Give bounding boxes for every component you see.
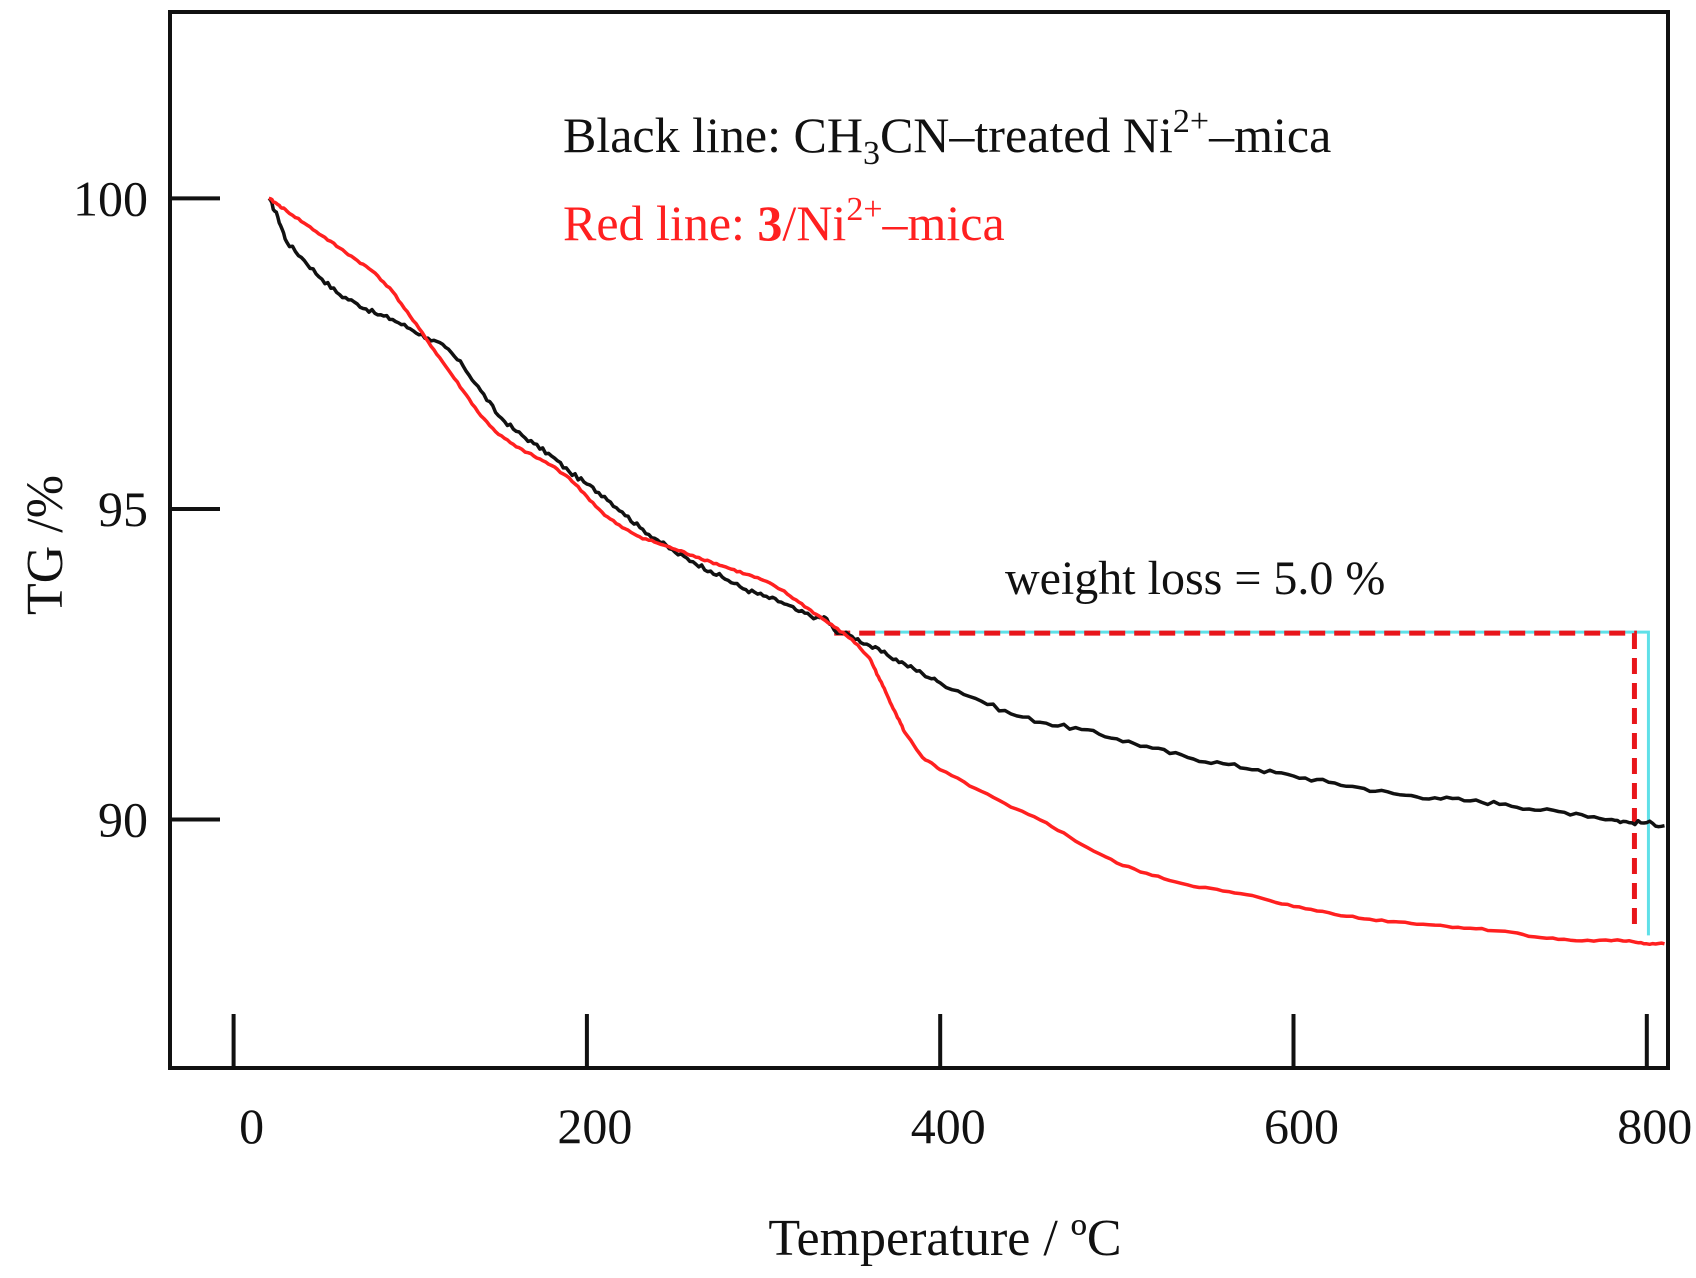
y-axis-title: TG /% [17,475,74,615]
x-axis-title: Temperature / ºC [768,1210,1121,1267]
x-tick-label: 400 [911,1098,986,1154]
legend-red-prefix: Red line: [563,195,757,251]
legend-black-middle: CN–treated Ni [880,107,1173,163]
legend-red-middle: /Ni [782,195,846,251]
y-tick-label: 95 [98,481,148,537]
weight-loss-label: weight loss = 5.0 % [1005,552,1385,605]
y-tick-label: 90 [98,792,148,848]
black-series-line [267,197,1665,829]
legend-black-entry: Black line: CH3CN–treated Ni2+–mica [563,103,1331,172]
annotation-red-dashed-bracket [834,630,1637,932]
legend-black-suffix: –mica [1208,107,1331,163]
legend-red-bold: 3 [757,195,782,251]
legend-red-entry: Red line: 3/Ni2+–mica [563,191,1005,251]
legend-black-prefix: Black line: CH [563,107,863,163]
legend-black-superscript: 2+ [1173,103,1209,140]
x-tick-label: 200 [557,1098,632,1154]
legend-red-suffix: –mica [882,195,1005,251]
plot-frame [168,10,1670,1070]
weight-loss-annotation [834,630,1650,936]
red-series-line [268,196,1665,947]
y-tick-label: 100 [73,170,148,226]
annotation-cyan-bracket [874,630,1650,936]
x-tick-label: 0 [239,1098,264,1154]
y-axis-ticks: 90 95 100 [73,170,220,848]
x-axis-ticks: 0 200 400 600 800 [231,1014,1692,1154]
x-tick-label: 800 [1617,1098,1692,1154]
x-tick-label: 600 [1264,1098,1339,1154]
legend-black-subscript: 3 [863,135,880,172]
legend-red-superscript: 2+ [846,191,882,228]
